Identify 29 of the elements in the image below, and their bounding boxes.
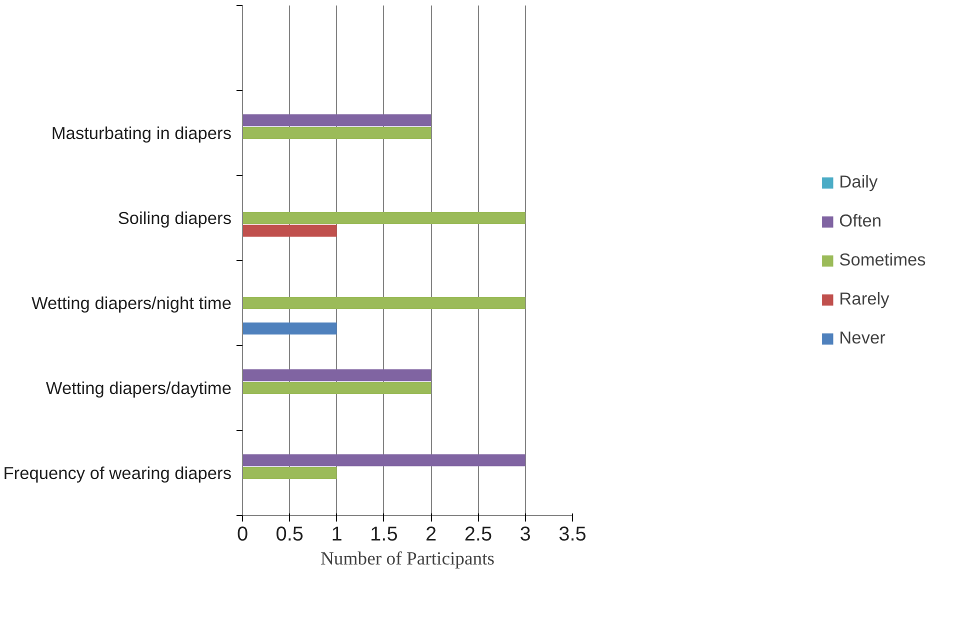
bar	[242, 369, 432, 382]
x-tick-label: 0	[236, 524, 248, 546]
y-tick-label: Wetting diapers/night time	[31, 293, 232, 313]
legend-label: Often	[839, 210, 882, 232]
bar	[242, 224, 337, 237]
x-tick-label: 0.5	[276, 524, 304, 546]
y-tick-label: Soiling diapers	[118, 208, 232, 228]
y-tick-label: Masturbating in diapers	[51, 123, 232, 143]
bar	[242, 466, 337, 480]
x-tick-label: 3.5	[558, 524, 586, 546]
bar	[242, 454, 526, 466]
legend-label: Rarely	[839, 288, 890, 310]
x-tick-label: 2.5	[464, 524, 492, 546]
bar	[242, 322, 337, 335]
bar	[242, 296, 526, 310]
x-tick-label: 1	[331, 524, 342, 546]
x-tick-label: 2	[426, 524, 437, 546]
legend-label: Never	[839, 328, 886, 348]
legend-label: Sometimes	[839, 250, 926, 270]
x-axis-title: Number of Participants	[320, 548, 495, 570]
y-tick-label: Frequency of wearing diapers	[3, 463, 232, 483]
bar	[242, 114, 432, 126]
x-tick-label: 3	[520, 524, 531, 546]
y-tick-label: Wetting diapers/daytime	[46, 378, 232, 398]
bar	[242, 382, 432, 394]
bar	[242, 126, 432, 140]
legend-label: Daily	[839, 172, 878, 192]
bar	[242, 212, 526, 224]
x-tick-label: 1.5	[370, 524, 398, 546]
